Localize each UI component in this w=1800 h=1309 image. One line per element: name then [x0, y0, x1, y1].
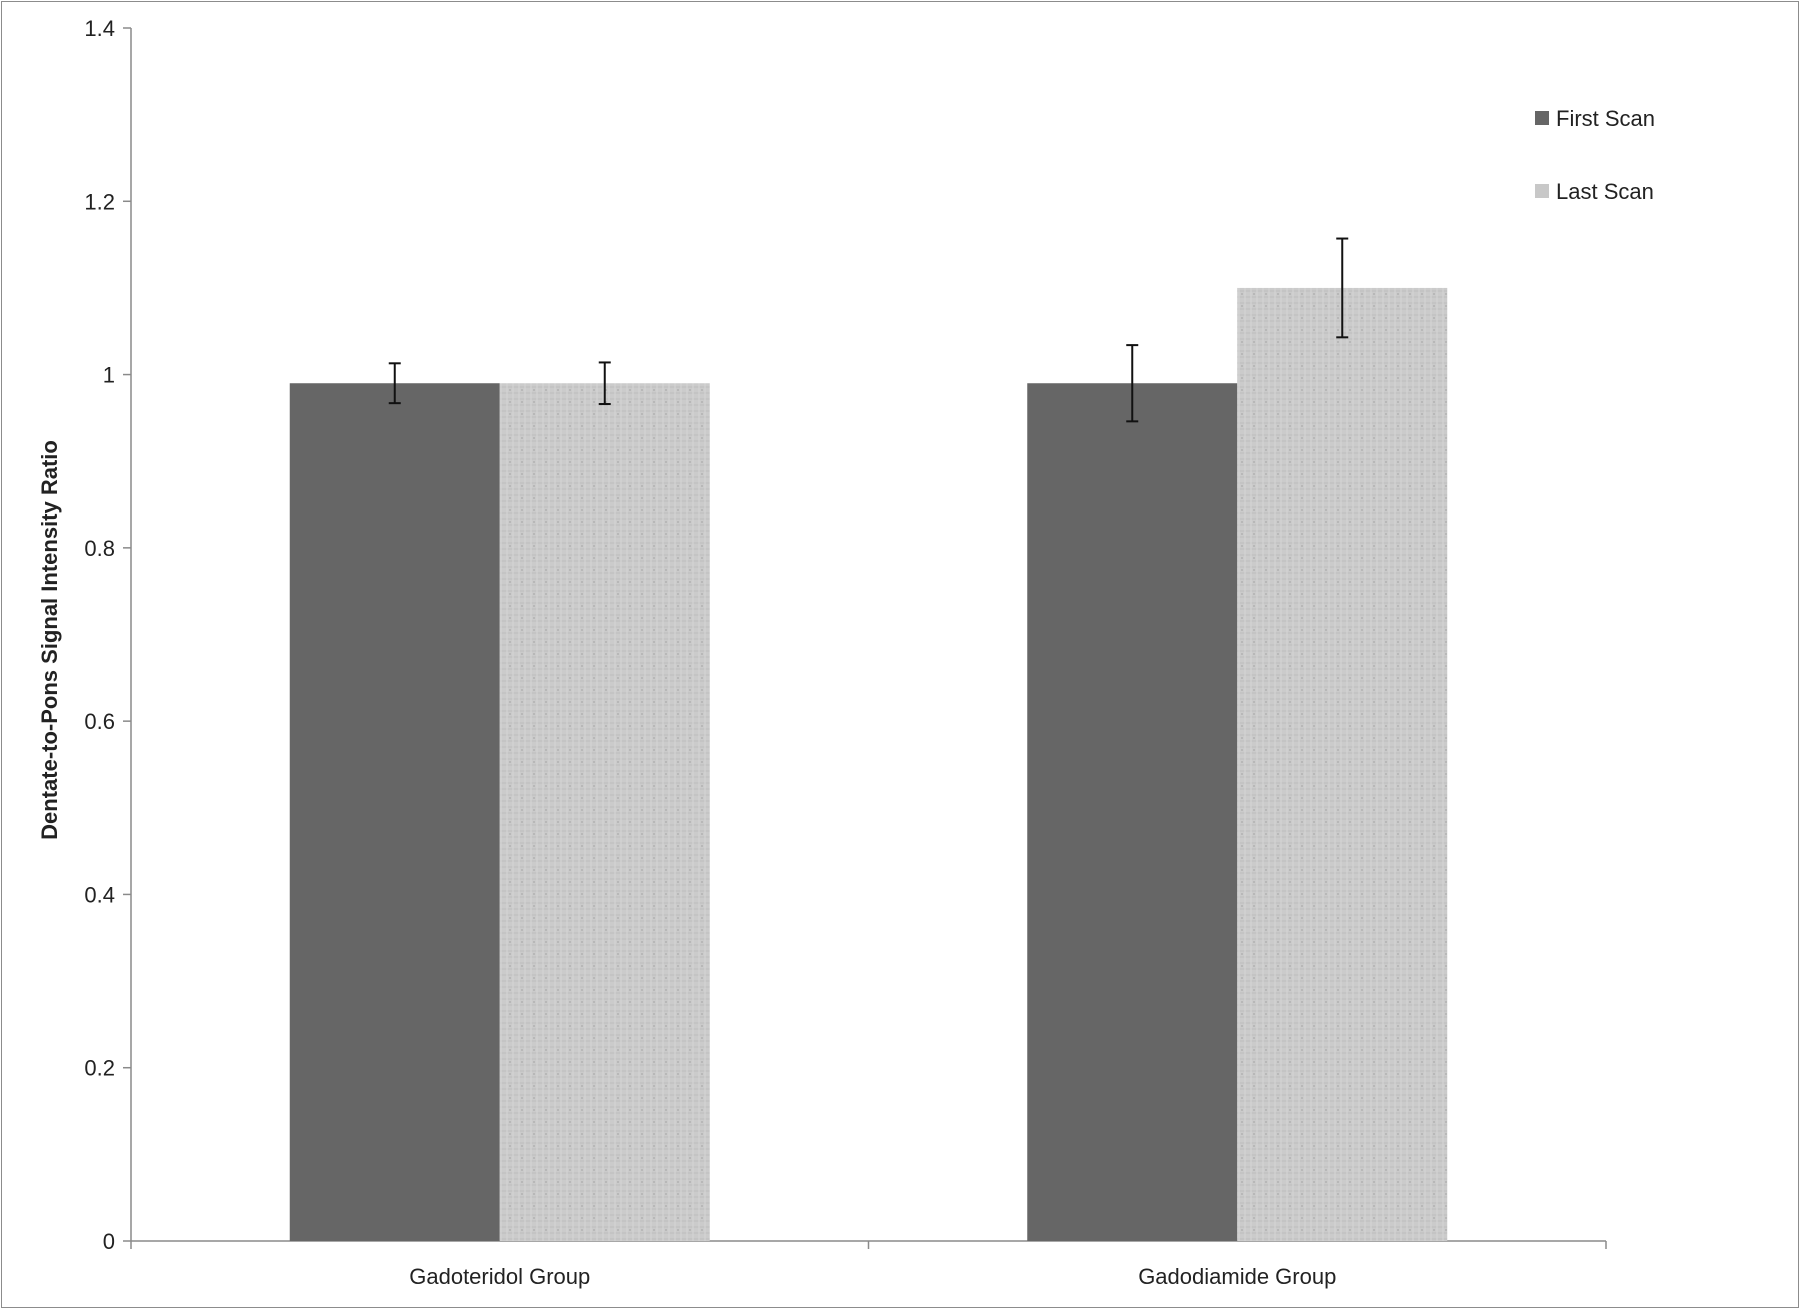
legend: First Scan Last Scan — [1535, 106, 1655, 204]
category-labels-group: Gadoteridol Group Gadodiamide Group — [409, 1264, 1336, 1289]
y-tick-label: 1 — [103, 363, 115, 388]
y-tick-label: 1.4 — [84, 16, 115, 41]
y-tick-label: 0.4 — [84, 882, 115, 907]
y-tick-label: 0 — [103, 1229, 115, 1254]
legend-label: First Scan — [1556, 106, 1655, 131]
x-category-label: Gadodiamide Group — [1138, 1264, 1336, 1289]
y-tick-label: 0.6 — [84, 709, 115, 734]
y-tick-label: 0.2 — [84, 1056, 115, 1081]
error-bars-group — [388, 237, 1349, 423]
bar-first-scan — [289, 383, 500, 1241]
legend-swatch — [1535, 111, 1549, 125]
bar-first-scan — [1027, 383, 1238, 1241]
legend-label: Last Scan — [1556, 179, 1654, 204]
legend-swatch — [1535, 184, 1549, 198]
bar-last-scan — [1237, 287, 1448, 1241]
y-axis-label: Dentate-to-Pons Signal Intensity Ratio — [37, 440, 62, 840]
bar-last-scan — [499, 383, 710, 1241]
y-tick-label: 1.2 — [84, 189, 115, 214]
y-ticks-group: 0 0.2 0.4 0.6 0.8 1 1.2 1.4 — [84, 16, 131, 1254]
bars-group — [289, 287, 1448, 1241]
x-category-label: Gadoteridol Group — [409, 1264, 590, 1289]
y-tick-label: 0.8 — [84, 536, 115, 561]
